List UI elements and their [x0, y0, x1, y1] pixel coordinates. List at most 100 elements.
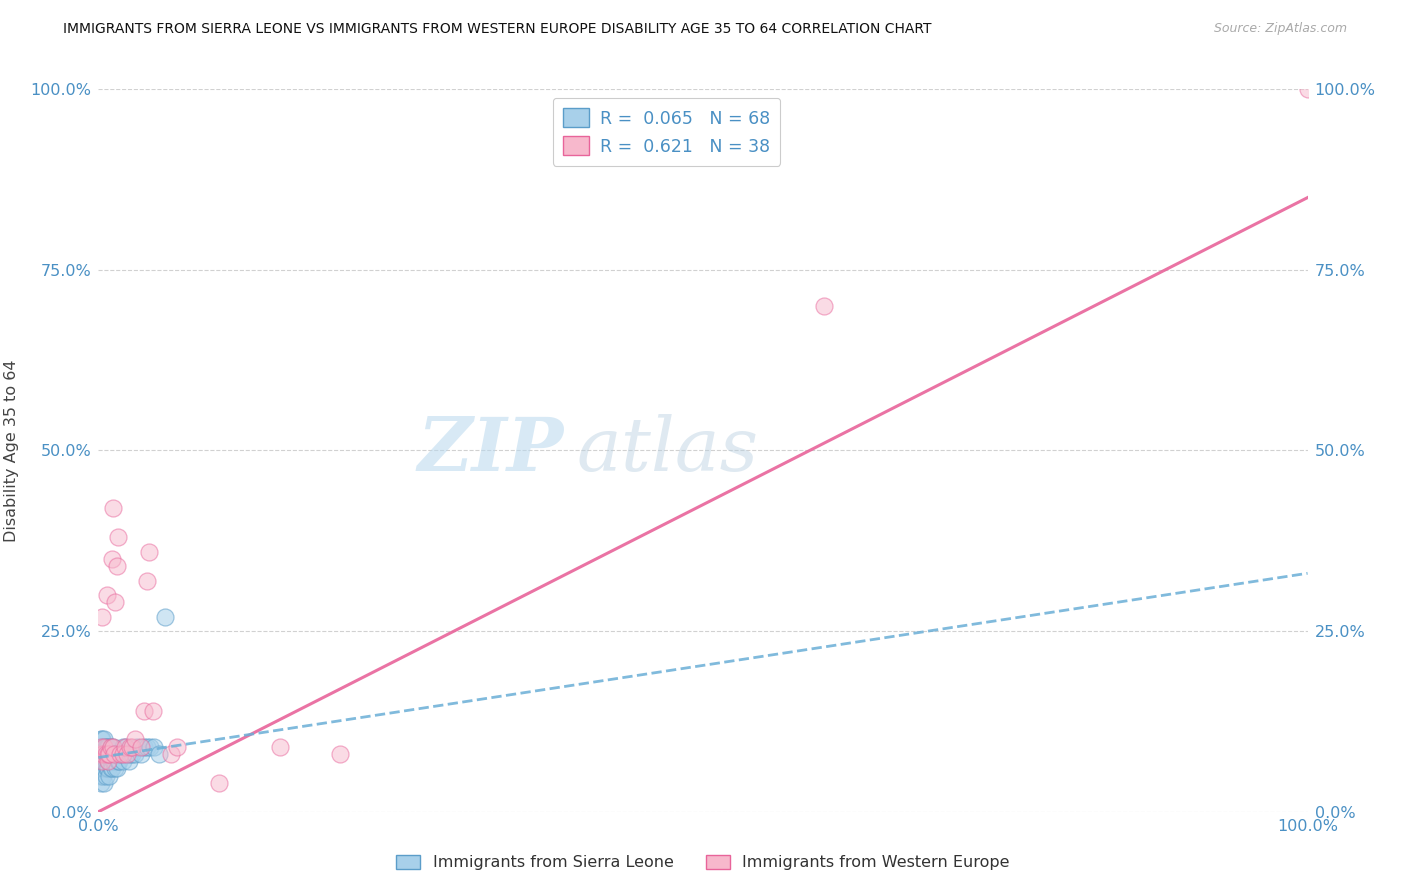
Point	[103, 747, 125, 761]
Text: atlas: atlas	[576, 414, 758, 487]
Point	[111, 747, 134, 761]
Point	[94, 747, 117, 761]
Point	[124, 732, 146, 747]
Point	[94, 769, 117, 783]
Point	[91, 769, 114, 783]
Point	[89, 747, 111, 761]
Point	[91, 747, 114, 761]
Point	[96, 761, 118, 775]
Point	[135, 574, 157, 588]
Point	[118, 739, 141, 754]
Point	[91, 732, 114, 747]
Point	[121, 747, 143, 761]
Point	[143, 739, 166, 754]
Point	[93, 761, 115, 775]
Point	[100, 739, 122, 754]
Point	[93, 747, 115, 761]
Point	[97, 754, 120, 768]
Point	[100, 551, 122, 566]
Point	[117, 747, 139, 761]
Point	[110, 747, 132, 761]
Point	[89, 769, 111, 783]
Y-axis label: Disability Age 35 to 64: Disability Age 35 to 64	[4, 359, 20, 541]
Point	[94, 739, 117, 754]
Point	[108, 754, 131, 768]
Point	[105, 559, 128, 574]
Point	[101, 754, 124, 768]
Point	[97, 761, 120, 775]
Point	[98, 769, 121, 783]
Point	[101, 739, 124, 754]
Point	[135, 739, 157, 754]
Point	[134, 704, 156, 718]
Point	[100, 761, 122, 775]
Point	[269, 739, 291, 754]
Point	[104, 595, 127, 609]
Point	[118, 747, 141, 761]
Point	[101, 739, 124, 754]
Point	[813, 299, 835, 313]
Point	[94, 754, 117, 768]
Legend: R =  0.065   N = 68, R =  0.621   N = 38: R = 0.065 N = 68, R = 0.621 N = 38	[553, 98, 780, 166]
Point	[108, 747, 131, 761]
Point	[91, 761, 114, 775]
Point	[97, 739, 120, 754]
Point	[93, 776, 115, 790]
Point	[142, 704, 165, 718]
Point	[139, 739, 162, 754]
Text: IMMIGRANTS FROM SIERRA LEONE VS IMMIGRANTS FROM WESTERN EUROPE DISABILITY AGE 35: IMMIGRANTS FROM SIERRA LEONE VS IMMIGRAN…	[63, 22, 932, 37]
Point	[160, 747, 183, 761]
Point	[91, 739, 114, 754]
Point	[89, 739, 111, 754]
Point	[124, 747, 146, 761]
Point	[127, 739, 149, 754]
Point	[93, 754, 115, 768]
Point	[96, 588, 118, 602]
Point	[103, 754, 125, 768]
Point	[98, 747, 121, 761]
Point	[98, 747, 121, 761]
Point	[105, 747, 128, 761]
Point	[90, 732, 112, 747]
Point	[90, 776, 112, 790]
Point	[97, 754, 120, 768]
Point	[100, 761, 122, 775]
Point	[148, 747, 170, 761]
Point	[118, 754, 141, 768]
Point	[129, 747, 152, 761]
Point	[91, 754, 114, 768]
Point	[107, 754, 129, 768]
Point	[1296, 82, 1319, 96]
Point	[90, 761, 112, 775]
Point	[104, 747, 127, 761]
Point	[115, 739, 138, 754]
Point	[98, 754, 121, 768]
Point	[90, 754, 112, 768]
Point	[111, 739, 134, 754]
Point	[208, 776, 231, 790]
Point	[107, 530, 129, 544]
Point	[166, 739, 188, 754]
Point	[94, 747, 117, 761]
Point	[129, 739, 152, 754]
Point	[100, 747, 122, 761]
Point	[91, 609, 114, 624]
Point	[114, 747, 136, 761]
Point	[93, 739, 115, 754]
Point	[153, 609, 176, 624]
Point	[108, 747, 131, 761]
Point	[104, 761, 127, 775]
Point	[100, 739, 122, 754]
Point	[138, 544, 160, 558]
Point	[101, 501, 124, 516]
Point	[91, 747, 114, 761]
Text: ZIP: ZIP	[418, 414, 564, 487]
Point	[105, 761, 128, 775]
Point	[97, 747, 120, 761]
Point	[121, 739, 143, 754]
Point	[91, 754, 114, 768]
Point	[101, 747, 124, 761]
Point	[114, 739, 136, 754]
Point	[91, 739, 114, 754]
Point	[90, 747, 112, 761]
